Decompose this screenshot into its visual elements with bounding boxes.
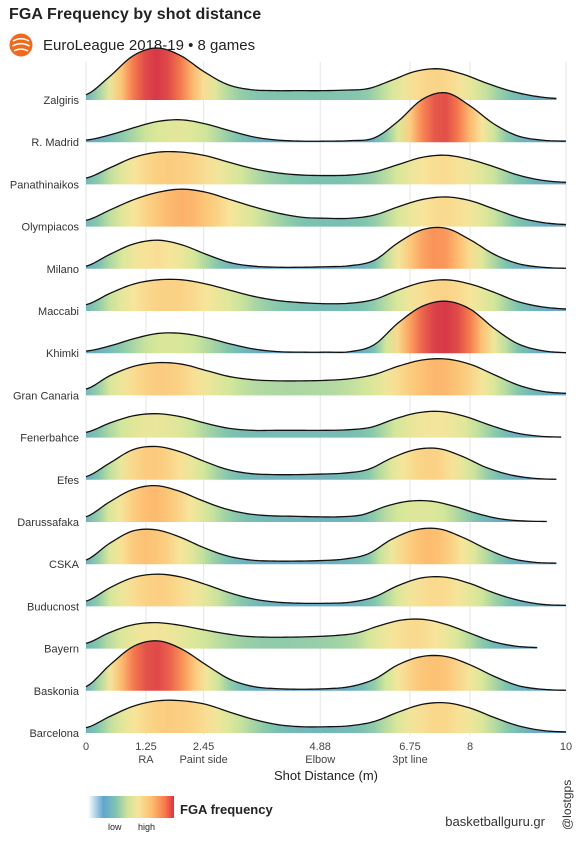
ridge-fill-r-madrid <box>86 92 566 143</box>
team-label: Maccabi <box>38 306 79 318</box>
legend-low-label: low <box>108 822 122 832</box>
team-label: Efes <box>57 475 80 487</box>
x-axis-title: Shot Distance (m) <box>274 768 378 783</box>
x-tick-sublabel: 3pt line <box>392 754 427 766</box>
source-site: basketballguru.gr <box>445 814 545 829</box>
team-label: Buducnost <box>27 601 79 613</box>
legend-title: FGA frequency <box>180 802 273 817</box>
ridge-fill-milano <box>86 227 566 269</box>
x-tick-sublabel: Paint side <box>179 754 227 766</box>
x-tick-label: 2.45 <box>193 741 214 753</box>
ridge-line-fenerbahce <box>85 410 562 438</box>
team-label: Darussafaka <box>17 517 80 529</box>
team-label: Bayern <box>44 644 79 656</box>
ridge-line-darussafaka <box>85 484 547 523</box>
team-label: Khimki <box>46 348 79 360</box>
x-tick-label: 8 <box>467 741 473 753</box>
team-label: CSKA <box>49 559 80 571</box>
ridge-line-buducnost <box>85 573 567 607</box>
ridge-fill-buducnost <box>86 574 566 607</box>
x-tick-sublabel: RA <box>138 754 154 766</box>
ridge-fill-gran-canaria <box>86 358 566 396</box>
team-label: Zalgiris <box>44 95 80 107</box>
author-handle: @lostgps <box>560 779 574 830</box>
ridge-line-barcelona <box>85 699 567 733</box>
ridge-fill-cska <box>86 528 557 565</box>
ridge-line-efes <box>85 445 557 480</box>
ridge-fill-khimki <box>86 301 566 354</box>
ridge-fill-olympiacos <box>86 189 566 227</box>
ridge-fill-panathinaikos <box>86 151 566 185</box>
legend-colorbar <box>88 796 174 818</box>
x-tick-label: 6.75 <box>399 741 420 753</box>
ridge-fill-baskonia <box>86 640 566 691</box>
ridge-fill-fenerbahce <box>86 411 562 438</box>
x-tick-label: 10 <box>560 741 572 753</box>
team-label: Panathinaikos <box>10 179 80 191</box>
ridge-fill-efes <box>86 446 557 480</box>
chart-subtitle: EuroLeague 2018-19 • 8 games <box>43 36 256 54</box>
ridge-line-panathinaikos <box>85 150 567 183</box>
ridge-fill-maccabi <box>86 279 566 311</box>
ridge-fill-darussafaka <box>86 485 547 522</box>
ridge-line-milano <box>85 226 567 269</box>
subtitle-row: EuroLeague 2018-19 • 8 games <box>9 33 255 57</box>
ridge-line-khimki <box>85 300 567 354</box>
team-label: Baskonia <box>34 686 80 698</box>
ridge-line-cska <box>85 527 557 564</box>
chart-title: FGA Frequency by shot distance <box>9 6 262 23</box>
team-label: R. Madrid <box>31 137 79 149</box>
ridge-line-zalgiris <box>85 47 557 100</box>
legend: low high <box>88 796 174 832</box>
team-label: Milano <box>47 264 79 276</box>
team-label: Olympiacos <box>22 222 80 234</box>
ridge-line-olympiacos <box>85 188 567 226</box>
x-tick-sublabel: Elbow <box>305 754 335 766</box>
team-label: Fenerbahce <box>20 433 79 445</box>
ridge-fill-barcelona <box>86 700 566 733</box>
ridge-line-baskonia <box>85 640 567 691</box>
legend-high-label: high <box>138 822 156 832</box>
ridge-line-r-madrid <box>85 91 567 142</box>
x-tick-label: 0 <box>83 741 89 753</box>
ridge-fill-bayern <box>86 619 538 649</box>
team-label: Barcelona <box>29 728 79 740</box>
ridge-fill-zalgiris <box>86 48 557 100</box>
euroleague-logo-icon <box>9 33 33 57</box>
ridge-line-maccabi <box>85 278 567 310</box>
ridge-line-gran-canaria <box>85 358 567 394</box>
ridgeline-chart: Zalgiris R. Madrid Panathinaikos Olympiacos… <box>10 47 572 783</box>
x-tick-label: 4.88 <box>310 741 331 753</box>
ridge-line-bayern <box>85 618 538 649</box>
x-tick-label: 1.25 <box>135 741 156 753</box>
team-label: Gran Canaria <box>13 390 80 402</box>
